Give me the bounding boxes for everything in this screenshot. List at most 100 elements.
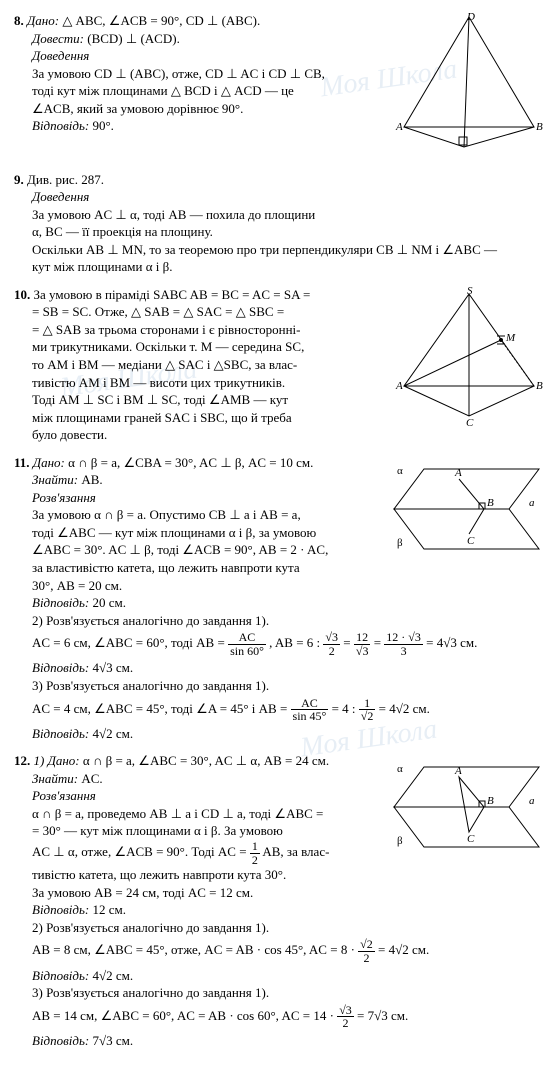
fig12-label-beta: β: [397, 835, 403, 847]
eq-part: = 4√2 см.: [378, 942, 429, 957]
figure-10: S M A B C: [394, 286, 544, 431]
line: за властивістю катета, що лежить навпрот…: [32, 560, 300, 575]
fig12-label-alpha: α: [397, 763, 403, 775]
eq-part: AC = 6 см, ∠ABC = 60°, тоді AB =: [32, 635, 225, 650]
eq-part: , AB = 6 :: [269, 635, 320, 650]
eq-part: =: [343, 635, 354, 650]
fraction: ACsin 60°: [228, 631, 266, 657]
fraction: ACsin 45°: [291, 697, 329, 723]
fig8-label-c: C: [466, 151, 474, 152]
fraction: 12√3: [354, 631, 371, 657]
fraction: 1√2: [359, 697, 376, 723]
line: 30°, AB = 20 см.: [32, 578, 122, 593]
fig11-label-a2: A: [454, 467, 462, 479]
fig10-label-m: M: [505, 332, 516, 344]
eq-part: AC ⊥ α, отже, ∠ACB = 90°. Тоді AC =: [32, 844, 247, 859]
variant-3-intro: 3) Розв'язується аналогічно до завдання …: [32, 984, 544, 1002]
fig11-label-b2: B: [487, 497, 494, 509]
answer-text: 90°.: [92, 118, 113, 133]
answer-label: Відповідь:: [32, 726, 89, 741]
figure-11: α β A B C a: [389, 454, 544, 579]
problem-12: α β A B C a 12. 1) Дано: α ∩ β = a, ∠ABC…: [14, 752, 544, 1049]
answer-label: Відповідь:: [32, 595, 89, 610]
sol-label: Розв'язання: [32, 788, 96, 803]
line: За умовою AC ⊥ α, тоді AB — похила до пл…: [32, 207, 315, 222]
fig11-label-beta: β: [397, 537, 403, 549]
given-label: Дано:: [27, 13, 59, 28]
fraction: √32: [323, 631, 340, 657]
line: кут між площинами α і β.: [32, 259, 173, 274]
given-label: 1) Дано:: [34, 753, 80, 768]
figure-12: α β A B C a: [389, 752, 544, 877]
fig12-label-a2: A: [454, 765, 462, 777]
fig11-label-alpha: α: [397, 465, 403, 477]
line: ∠ACB, який за умовою дорівнює 90°.: [32, 101, 243, 116]
fraction: √22: [358, 938, 375, 964]
figure-8: D A B C: [394, 12, 544, 157]
fig10-label-b: B: [536, 380, 543, 392]
fig8-label-a: A: [395, 121, 403, 133]
problem-9: 9. Див. рис. 287. Доведення За умовою AC…: [14, 171, 544, 276]
line: ∠ABC = 30°. AC ⊥ β, тоді ∠ACB = 90°, AB …: [32, 542, 328, 557]
line: Тоді AM ⊥ SC і BM ⊥ SC, тоді ∠AMB — кут: [32, 392, 288, 407]
problem-number: 12.: [14, 753, 30, 768]
line: За умовою в піраміді SABC AB = BC = AC =…: [34, 287, 311, 302]
fig10-label-s: S: [467, 286, 473, 297]
line: Оскільки AB ⊥ MN, то за теоремою про три…: [32, 242, 497, 257]
answer-text: 20 см.: [92, 595, 126, 610]
answer-label: Відповідь:: [32, 968, 89, 983]
fig12-label-line: a: [529, 795, 535, 807]
answer-text: 4√2 см.: [92, 968, 133, 983]
sol-label: Розв'язання: [32, 490, 96, 505]
answer-text: 12 см.: [92, 902, 126, 917]
fig12-label-b2: B: [487, 795, 494, 807]
find-text: AC.: [81, 771, 102, 786]
line: то AM і BM — медіани △ SAС і △SBC, за вл…: [32, 357, 297, 372]
line: α, BC — її проекція на площину.: [32, 224, 213, 239]
fig10-label-c: C: [466, 417, 474, 426]
line: між площинами граней SAC і SBC, що й тре…: [32, 410, 292, 425]
eq-part: = 4√3 см.: [426, 635, 477, 650]
proof-label: Доведення: [32, 48, 89, 63]
eq-part: AB = 14 см, ∠ABC = 60°, AC = AB · cos 60…: [32, 1008, 334, 1023]
eq-part: AB, за влас-: [262, 844, 329, 859]
find-text: AB.: [81, 472, 102, 487]
variant-3-intro: 3) Розв'язується аналогічно до завдання …: [32, 677, 544, 695]
fig8-label-b: B: [536, 121, 543, 133]
variant-3-eq: AC = 4 см, ∠ABC = 45°, тоді ∠A = 45° і A…: [32, 697, 544, 723]
variant-2-eq: AB = 8 см, ∠ABC = 45°, отже, AC = AB · c…: [32, 938, 544, 964]
fig8-label-d: D: [466, 12, 475, 23]
line: = SB = SC. Отже, △ SAB = △ SAC = △ SBC =: [32, 304, 284, 319]
fraction: 12 · √33: [384, 631, 423, 657]
given-label: Дано:: [33, 455, 65, 470]
eq-part: = 4√2 см.: [379, 701, 430, 716]
answer-text: 4√2 см.: [92, 726, 133, 741]
line: α ∩ β = a, проведемо AB ⊥ a і CD ⊥ a, то…: [32, 806, 323, 821]
problem-number: 11.: [14, 455, 30, 470]
eq-part: =: [374, 635, 385, 650]
problem-8: D A B C 8. Дано: △ ABC, ∠ACB = 90°, CD ⊥…: [14, 12, 544, 161]
fig12-label-c2: C: [467, 833, 475, 845]
answer-label: Відповідь:: [32, 902, 89, 917]
line: За умовою AB = 24 см, тоді AC = 12 см.: [32, 885, 253, 900]
line: тивістю AM і BM — висоти цих трикутників…: [32, 375, 285, 390]
variant-2-eq: AC = 6 см, ∠ABC = 60°, тоді AB = ACsin 6…: [32, 631, 544, 657]
prove-label: Довести:: [32, 31, 84, 46]
problem-number: 10.: [14, 287, 30, 302]
fraction: 12: [250, 840, 260, 866]
problem-number: 8.: [14, 13, 24, 28]
find-label: Знайти:: [32, 472, 78, 487]
problem-number: 9.: [14, 172, 24, 187]
eq-part: = 4 :: [332, 701, 356, 716]
line: тоді ∠ABC — кут між площинами α і β, за …: [32, 525, 316, 540]
problem-10: S M A B C 10. За умовою в піраміді SABC …: [14, 286, 544, 444]
eq-part: AB = 8 см, ∠ABC = 45°, отже, AC = AB · c…: [32, 942, 355, 957]
see-ref: Див. рис. 287.: [27, 172, 104, 187]
line: тоді кут між площинами △ BCD і △ ACD — ц…: [32, 83, 294, 98]
eq-part: = 7√3 см.: [357, 1008, 408, 1023]
eq-part: AC = 4 см, ∠ABC = 45°, тоді ∠A = 45° і A…: [32, 701, 287, 716]
line: тивістю катета, що лежить навпроти кута …: [32, 867, 286, 882]
prove-text: (BCD) ⊥ (ACD).: [87, 31, 180, 46]
variant-2-intro: 2) Розв'язується аналогічно до завдання …: [32, 919, 544, 937]
answer-label: Відповідь:: [32, 1033, 89, 1048]
